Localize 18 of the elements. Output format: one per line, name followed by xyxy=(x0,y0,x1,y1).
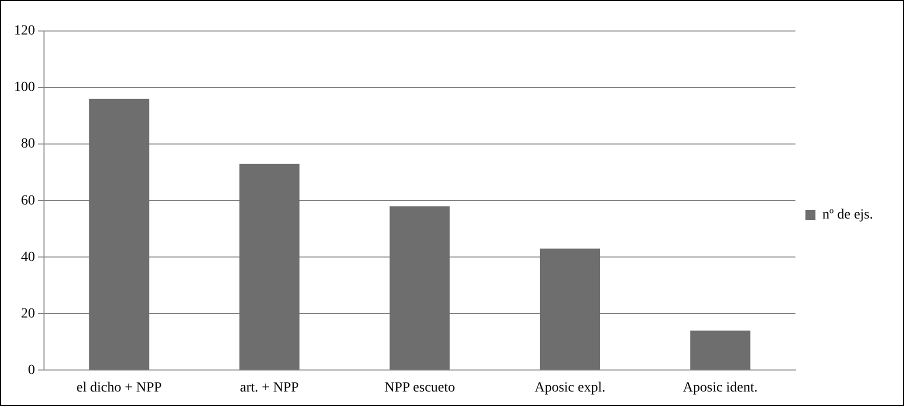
bar xyxy=(390,206,450,370)
y-tick-label: 0 xyxy=(28,362,35,378)
y-tick-label: 100 xyxy=(14,80,35,96)
bar xyxy=(239,164,300,370)
x-tick-label: Aposic expl. xyxy=(534,380,606,396)
y-tick-label: 120 xyxy=(14,24,35,39)
y-tick-label: 80 xyxy=(21,136,35,152)
x-tick-label: art. + NPP xyxy=(240,380,300,396)
bar xyxy=(540,248,600,370)
x-tick-label: NPP escueto xyxy=(384,380,456,396)
x-tick-label: Aposic ident. xyxy=(682,380,758,396)
x-tick-label: el dicho + NPP xyxy=(76,380,162,396)
y-tick-label: 60 xyxy=(21,193,35,208)
bar xyxy=(690,330,750,370)
y-tick-label: 20 xyxy=(21,306,35,322)
bar xyxy=(89,98,150,370)
y-tick-label: 40 xyxy=(21,250,35,265)
legend-label: nº de ejs. xyxy=(822,208,874,223)
